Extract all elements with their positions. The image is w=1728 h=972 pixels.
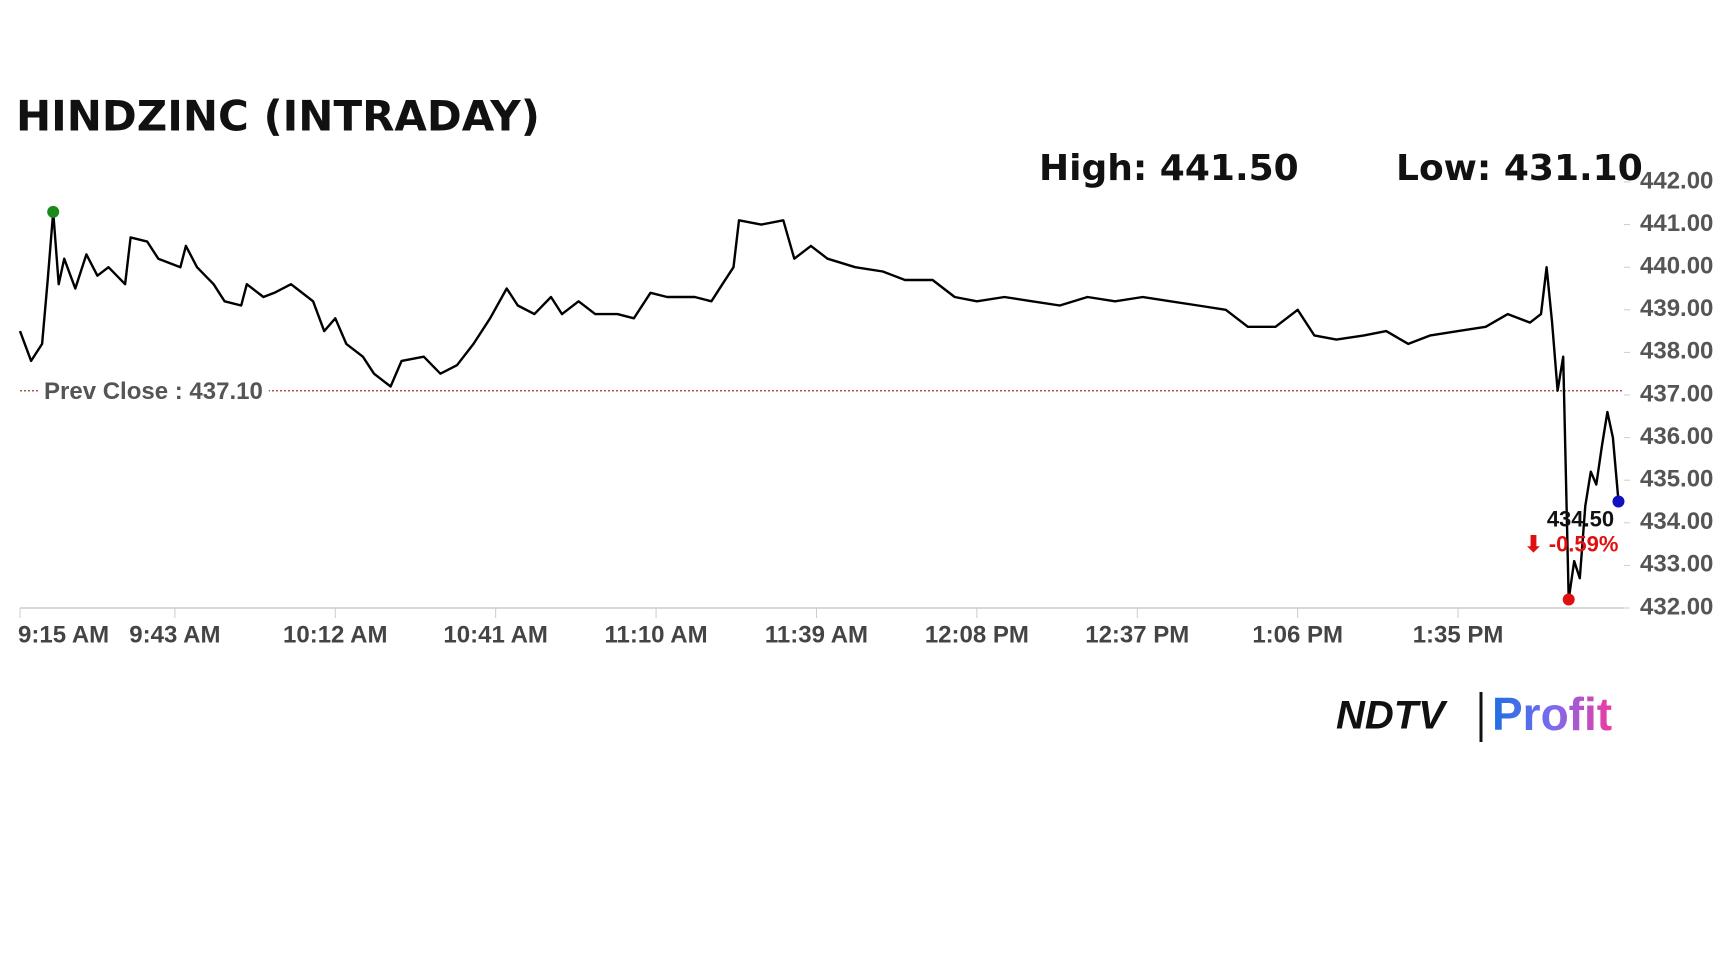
last-price-label: 434.50: [1547, 506, 1614, 531]
high-dot: [47, 205, 60, 218]
y-tick-label: 439.00: [1640, 295, 1713, 322]
logo-left: NDTV: [1336, 694, 1448, 738]
y-tick-label: 440.00: [1640, 253, 1713, 280]
price-line: [18, 210, 1620, 601]
y-tick-label: 437.00: [1640, 380, 1713, 407]
change-label: ⬇ -0.59%: [1524, 531, 1618, 556]
x-tick-label: 10:12 AM: [283, 621, 387, 648]
x-tick-label: 12:37 PM: [1085, 621, 1189, 648]
x-tick-label: 9:43 AM: [129, 621, 220, 648]
chart-title: HINDZINC (INTRADAY): [16, 92, 540, 141]
logo-right: Profit: [1492, 688, 1612, 740]
prev-close-label: Prev Close : 437.10: [44, 378, 263, 405]
y-tick-label: 432.00: [1640, 593, 1713, 620]
x-tick-label: 1:06 PM: [1252, 621, 1343, 648]
label-bg: [38, 378, 269, 406]
y-tick-label: 436.00: [1640, 423, 1713, 450]
x-tick-label: 10:41 AM: [443, 621, 547, 648]
y-tick-label: 434.00: [1640, 508, 1713, 535]
y-tick-label: 441.00: [1640, 210, 1713, 237]
plot-area: 432.00 433.00 434.00 435.00 436.00 437.00 438.…: [18, 167, 1713, 648]
low-dot: [1562, 593, 1575, 606]
x-tick-label: 1:35 PM: [1413, 621, 1504, 648]
x-tick-label: 11:10 AM: [604, 621, 707, 648]
y-tick-label: 442.00: [1640, 167, 1713, 194]
x-tick-label: 9:15 AM: [18, 621, 109, 648]
y-tick-label: 435.00: [1640, 466, 1713, 493]
x-tick-label: 11:39 AM: [765, 621, 868, 648]
high-label: High: 441.50: [1039, 148, 1299, 189]
x-tick-label: 12:08 PM: [925, 621, 1029, 648]
low-label: Low: 431.10: [1396, 148, 1643, 189]
y-tick-label: 433.00: [1640, 551, 1713, 578]
last-dot: [1612, 495, 1625, 508]
y-tick-label: 438.00: [1640, 338, 1713, 365]
